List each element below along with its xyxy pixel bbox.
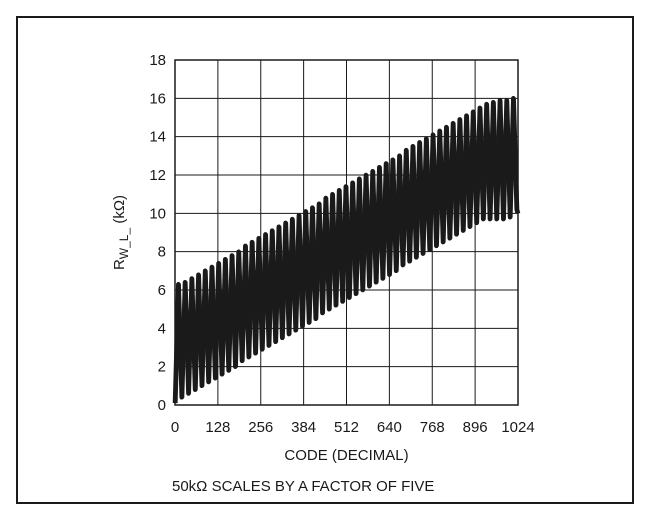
y-axis-label-subscript: W_L_ — [117, 228, 131, 260]
y-axis-label-main: R — [111, 259, 128, 270]
scaling-note: 50kΩ SCALES BY A FACTOR OF FIVE — [172, 478, 435, 495]
series-line-trace — [175, 97, 521, 404]
y-tick-label: 12 — [149, 167, 166, 184]
y-tick-label: 2 — [158, 359, 166, 376]
x-tick-labels: 0 128 256 384 512 640 768 896 1024 — [171, 419, 535, 436]
y-tick-label: 0 — [158, 397, 166, 414]
x-tick-label: 768 — [420, 419, 445, 436]
x-tick-label: 1024 — [501, 419, 534, 436]
y-tick-label: 16 — [149, 90, 166, 107]
x-tick-label: 128 — [205, 419, 230, 436]
x-tick-label: 256 — [248, 419, 273, 436]
x-tick-label: 640 — [377, 419, 402, 436]
x-tick-label: 384 — [291, 419, 316, 436]
y-axis-label: RW_L_ (kΩ) — [111, 195, 131, 270]
x-tick-label: 512 — [334, 419, 359, 436]
x-axis-label: CODE (DECIMAL) — [284, 447, 408, 464]
y-axis-label-unit: (kΩ) — [111, 195, 128, 228]
y-tick-label: 4 — [158, 320, 166, 337]
y-tick-label: 14 — [149, 129, 166, 146]
y-tick-labels: 0 2 4 6 8 10 12 14 16 18 — [149, 52, 166, 414]
y-tick-label: 8 — [158, 244, 166, 261]
y-tick-label: 10 — [149, 205, 166, 222]
chart-frame — [16, 16, 634, 504]
y-tick-label: 18 — [149, 52, 166, 69]
x-tick-label: 0 — [171, 419, 179, 436]
resistance-curve — [172, 96, 521, 404]
y-tick-label: 6 — [158, 282, 166, 299]
x-tick-label: 896 — [463, 419, 488, 436]
plot-border — [174, 59, 519, 406]
